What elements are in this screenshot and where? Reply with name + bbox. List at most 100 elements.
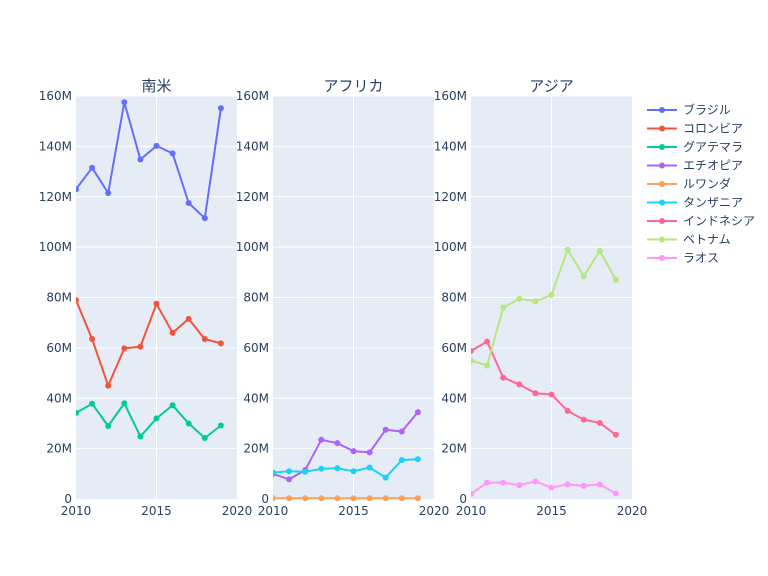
data-point[interactable]: [121, 99, 128, 106]
data-point[interactable]: [169, 329, 176, 336]
data-point[interactable]: [414, 495, 421, 502]
data-point[interactable]: [516, 381, 523, 388]
series-タンザニア[interactable]: [270, 456, 421, 481]
data-point[interactable]: [270, 469, 276, 476]
legend-item[interactable]: グアテマラ: [647, 140, 743, 154]
data-point[interactable]: [185, 200, 192, 207]
legend-item[interactable]: エチオピア: [647, 159, 743, 173]
series-ラオス[interactable]: [468, 478, 619, 497]
legend-item[interactable]: タンザニア: [647, 196, 743, 210]
legend-item[interactable]: ベトナム: [647, 233, 731, 247]
data-point[interactable]: [414, 409, 421, 416]
data-point[interactable]: [382, 495, 389, 502]
series-インドネシア[interactable]: [468, 338, 619, 438]
data-point[interactable]: [564, 407, 571, 414]
data-point[interactable]: [580, 273, 587, 280]
data-point[interactable]: [350, 448, 357, 455]
data-point[interactable]: [201, 435, 208, 442]
data-point[interactable]: [468, 347, 474, 354]
legend[interactable]: ブラジルコロンビアグアテマラエチオピアルワンダタンザニアインドネシアベトナムラオ…: [647, 102, 755, 265]
data-point[interactable]: [500, 374, 507, 381]
data-point[interactable]: [73, 409, 79, 416]
data-point[interactable]: [468, 490, 474, 497]
data-point[interactable]: [73, 186, 79, 193]
data-point[interactable]: [564, 481, 571, 488]
series-line[interactable]: [273, 458, 418, 479]
data-point[interactable]: [201, 215, 208, 222]
data-point[interactable]: [334, 440, 341, 447]
series-コロンビア[interactable]: [73, 297, 224, 389]
data-point[interactable]: [366, 495, 373, 502]
data-point[interactable]: [350, 468, 357, 475]
data-point[interactable]: [137, 156, 144, 163]
data-point[interactable]: [105, 382, 112, 389]
data-point[interactable]: [153, 300, 160, 307]
data-point[interactable]: [564, 246, 571, 253]
series-line[interactable]: [76, 299, 222, 387]
legend-item[interactable]: コロンビア: [647, 122, 743, 136]
data-point[interactable]: [580, 416, 587, 423]
series-グアテマラ[interactable]: [73, 400, 224, 442]
data-point[interactable]: [612, 431, 619, 438]
data-point[interactable]: [596, 419, 603, 426]
data-point[interactable]: [137, 343, 144, 350]
data-point[interactable]: [414, 456, 421, 463]
data-point[interactable]: [121, 345, 128, 352]
data-point[interactable]: [217, 340, 224, 347]
data-point[interactable]: [382, 474, 389, 481]
series-ルワンダ[interactable]: [270, 495, 421, 502]
data-point[interactable]: [532, 298, 539, 305]
data-point[interactable]: [201, 336, 208, 343]
data-point[interactable]: [516, 482, 523, 489]
data-point[interactable]: [532, 390, 539, 397]
data-point[interactable]: [548, 291, 555, 298]
data-point[interactable]: [500, 304, 507, 311]
data-point[interactable]: [398, 456, 405, 463]
data-point[interactable]: [89, 164, 96, 171]
data-point[interactable]: [185, 315, 192, 322]
data-point[interactable]: [484, 479, 491, 486]
data-point[interactable]: [350, 495, 357, 502]
series-ブラジル[interactable]: [73, 99, 224, 222]
data-point[interactable]: [302, 468, 309, 475]
data-point[interactable]: [270, 495, 276, 502]
data-point[interactable]: [612, 276, 619, 283]
data-point[interactable]: [334, 495, 341, 502]
legend-item[interactable]: ルワンダ: [647, 176, 731, 191]
data-point[interactable]: [286, 468, 293, 475]
series-line[interactable]: [471, 340, 617, 436]
data-point[interactable]: [398, 428, 405, 435]
data-point[interactable]: [596, 481, 603, 488]
data-point[interactable]: [484, 338, 491, 345]
series-line[interactable]: [76, 101, 222, 220]
data-point[interactable]: [334, 465, 341, 472]
series-line[interactable]: [273, 411, 419, 481]
data-point[interactable]: [302, 495, 309, 502]
data-point[interactable]: [580, 482, 587, 489]
data-point[interactable]: [468, 357, 474, 364]
data-point[interactable]: [548, 484, 555, 491]
data-point[interactable]: [121, 400, 128, 407]
data-point[interactable]: [500, 479, 507, 486]
data-point[interactable]: [169, 402, 176, 409]
data-point[interactable]: [286, 495, 293, 502]
data-point[interactable]: [516, 295, 523, 302]
data-point[interactable]: [484, 362, 491, 369]
data-point[interactable]: [382, 426, 389, 433]
data-point[interactable]: [153, 142, 160, 149]
data-point[interactable]: [318, 465, 325, 472]
data-point[interactable]: [105, 422, 112, 429]
data-point[interactable]: [89, 336, 96, 343]
data-point[interactable]: [286, 476, 293, 483]
data-point[interactable]: [217, 105, 224, 112]
data-point[interactable]: [185, 420, 192, 427]
data-point[interactable]: [153, 415, 160, 422]
data-point[interactable]: [105, 189, 112, 196]
data-point[interactable]: [548, 391, 555, 398]
series-line[interactable]: [76, 402, 222, 439]
data-point[interactable]: [532, 478, 539, 485]
data-point[interactable]: [366, 449, 373, 456]
data-point[interactable]: [366, 464, 373, 471]
data-point[interactable]: [169, 150, 176, 157]
data-point[interactable]: [596, 247, 603, 254]
